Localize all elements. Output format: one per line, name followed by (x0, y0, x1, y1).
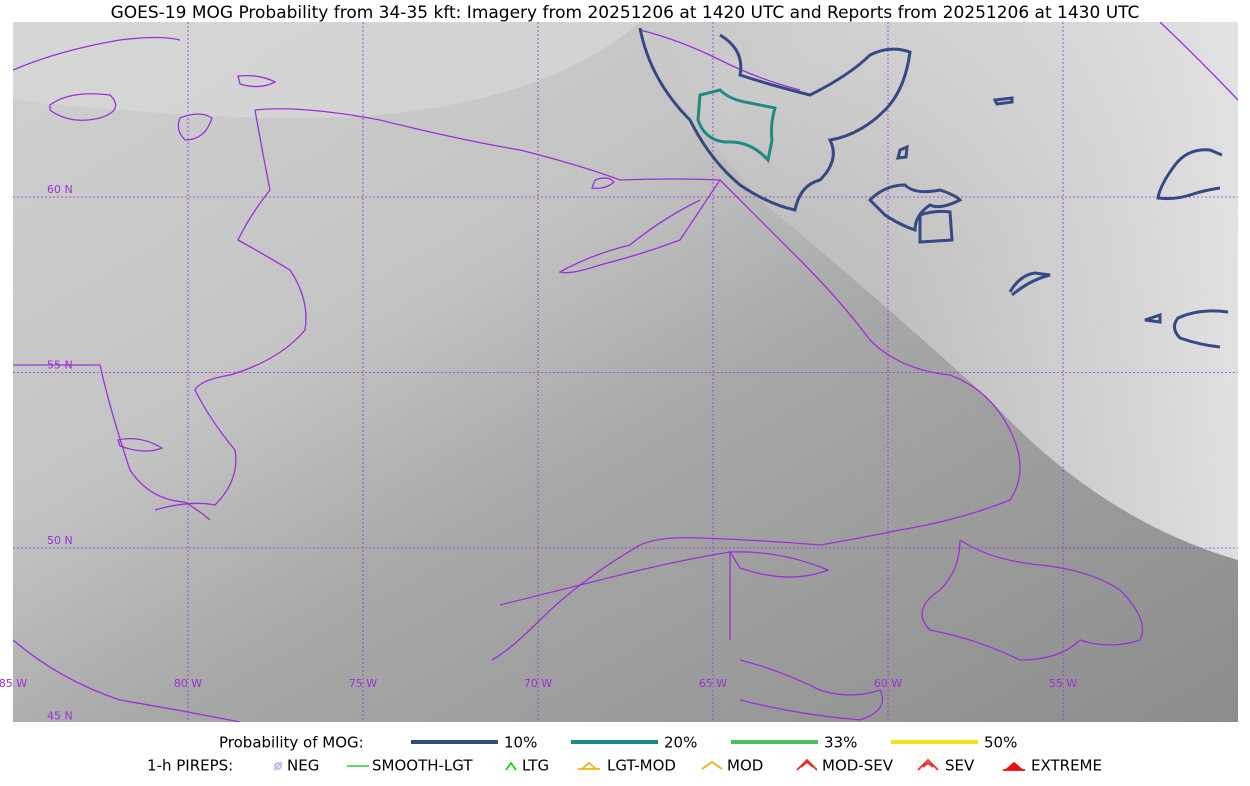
legend-label: 33% (824, 734, 857, 752)
title: GOES-19 MOG Probability from 34-35 kft: … (111, 3, 1140, 23)
coastlines (13, 22, 1238, 722)
graticule-labels: 85 W 80 W 75 W 70 W 65 W 60 W 55 W 60 N 55 N 50 N… (0, 183, 1077, 723)
bright-region (620, 22, 1238, 560)
latitude-label: 50 N (47, 534, 73, 547)
legend-symbol (273, 761, 283, 771)
longitude-label: 80 W (174, 677, 202, 690)
contour-20 (696, 88, 777, 164)
coastline (739, 659, 884, 721)
coastline (728, 551, 830, 578)
longitude-label: 70 W (524, 677, 552, 690)
legend-label: MOD (727, 757, 763, 775)
coastline (13, 364, 211, 521)
legend-label: 10% (504, 734, 537, 752)
legend-label: NEG (287, 757, 319, 775)
legend-symbol (505, 761, 517, 771)
legend-label: SEV (945, 757, 975, 775)
probability-contours (638, 27, 1229, 349)
latitude-label: 45 N (47, 710, 73, 723)
bright-region (13, 22, 640, 118)
contour-10 (638, 27, 912, 212)
legend-label: MOD-SEV (822, 757, 894, 775)
legend-title: Probability of MOG: (219, 734, 364, 752)
coastline (177, 113, 213, 141)
coastline (499, 551, 731, 640)
latitude-label: 55 N (47, 359, 73, 372)
legend-label: EXTREME (1031, 757, 1102, 775)
legend-title: 1-h PIREPS: (147, 757, 233, 775)
coastline (117, 437, 164, 452)
legend-label: SMOOTH-LGT (372, 757, 473, 775)
legend-symbol (578, 761, 600, 770)
legend-label: 20% (664, 734, 697, 752)
legend-symbol (701, 760, 723, 770)
probability-legend: Probability of MOG: 10% 20% 33% 50% (219, 734, 1017, 752)
coastline (13, 22, 1238, 101)
longitude-label: 55 W (1049, 677, 1077, 690)
legend-symbol (1003, 761, 1025, 771)
coastline (13, 639, 241, 722)
coastline (921, 539, 1144, 661)
legend-label: 50% (984, 734, 1017, 752)
longitude-label: 60 W (874, 677, 902, 690)
legend-label: LTG (522, 757, 549, 775)
contour-10 (867, 96, 1014, 244)
longitude-label: 65 W (699, 677, 727, 690)
longitude-label: 85 W (0, 677, 27, 690)
contour-10 (1008, 148, 1229, 349)
latitude-label: 60 N (47, 183, 73, 196)
legend-symbol (917, 758, 939, 771)
legend-label: LGT-MOD (607, 757, 676, 775)
map-area (13, 22, 1238, 722)
pirep-legend: 1-h PIREPS: NEG SMOOTH-LGT LTG LGT-MOD MOD MOD… (147, 757, 1102, 775)
coastline (237, 74, 277, 88)
coastline (591, 177, 615, 190)
legend-symbol (796, 758, 818, 771)
coastline (491, 179, 1021, 661)
coastline (49, 93, 117, 121)
longitude-label: 75 W (349, 677, 377, 690)
graticule (13, 22, 1238, 722)
coastline (154, 109, 307, 511)
